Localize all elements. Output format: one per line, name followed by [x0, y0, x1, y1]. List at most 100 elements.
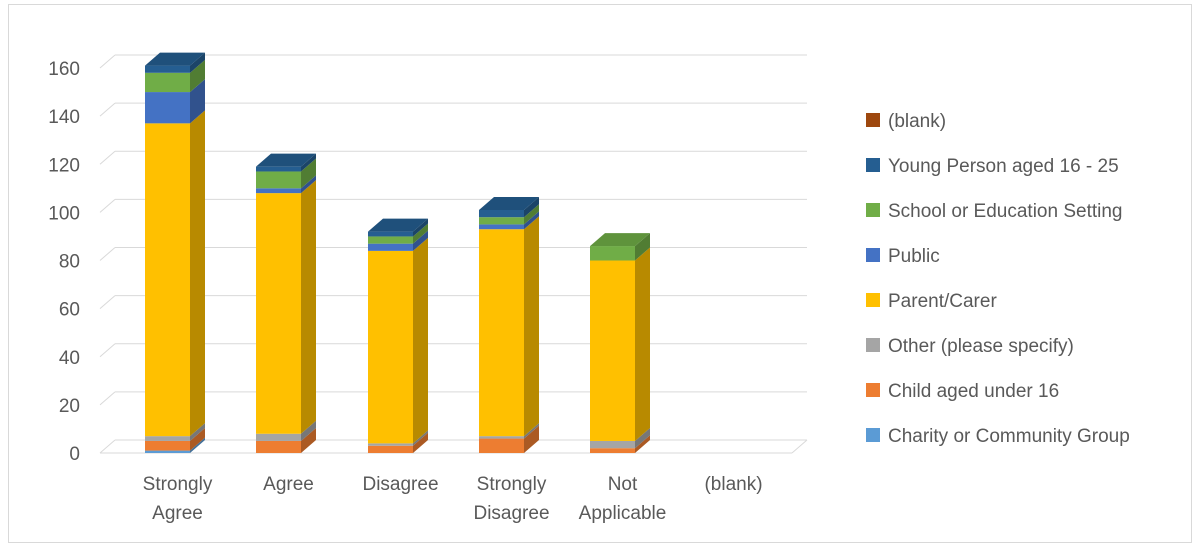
- bar-segment: [256, 193, 301, 434]
- bar-segment: [145, 72, 190, 93]
- bar-segment-side: [413, 230, 428, 251]
- x-category-label: Agree: [152, 503, 203, 524]
- bar-segment-side: [301, 427, 316, 453]
- bar-segment-side: [524, 423, 539, 439]
- bar-segment: [145, 450, 190, 453]
- bar-segment-side: [301, 420, 316, 441]
- bar-segment: [590, 440, 635, 449]
- bar-segment-side: [301, 180, 316, 434]
- bar-segment-side: [190, 52, 205, 73]
- bar-segment: [368, 250, 413, 444]
- bar-segment: [256, 440, 301, 453]
- bar-segment-side: [635, 247, 650, 441]
- bar-segment-top: [145, 52, 205, 66]
- x-category-label: Strongly: [143, 474, 213, 495]
- bar-segment-side: [190, 427, 205, 451]
- x-category-label: Strongly: [477, 474, 547, 495]
- legend-swatch: [866, 158, 880, 172]
- bar-segment: [145, 92, 190, 124]
- bar-segment: [368, 243, 413, 251]
- gridline-side: [99, 150, 116, 165]
- bar-segment: [256, 188, 301, 194]
- legend-swatch: [866, 113, 880, 127]
- gridline-side: [99, 343, 116, 358]
- bar-segment-side: [190, 79, 205, 124]
- bar-segment-side: [190, 110, 205, 437]
- bar-segment: [256, 166, 301, 172]
- bar-segment: [145, 440, 190, 451]
- bar-segment: [145, 436, 190, 441]
- legend-label: Young Person aged 16 - 25: [888, 156, 1119, 177]
- gridline-side: [99, 391, 116, 406]
- bar-segment-side: [413, 237, 428, 444]
- legend-swatch: [866, 338, 880, 352]
- bar-segment: [479, 436, 524, 439]
- bar-segment: [479, 217, 524, 225]
- y-tick-label: 40: [59, 348, 80, 369]
- x-category-label: Agree: [263, 474, 314, 495]
- bar-segment-side: [635, 233, 650, 261]
- legend-label: Child aged under 16: [888, 381, 1059, 402]
- x-category-label: Not: [608, 474, 638, 495]
- bar-segment: [479, 209, 524, 218]
- legend-label: School or Education Setting: [888, 201, 1123, 222]
- bar-segment-side: [524, 196, 539, 218]
- bar-segment: [368, 236, 413, 244]
- legend-swatch: [866, 248, 880, 262]
- bar-segment-side: [190, 437, 205, 453]
- bar-segment-side: [524, 204, 539, 225]
- legend-label: Charity or Community Group: [888, 426, 1130, 447]
- x-category-label: (blank): [704, 474, 762, 495]
- y-tick-label: 160: [48, 59, 80, 80]
- legend-label: Other (please specify): [888, 336, 1074, 357]
- bar-segment-top: [368, 218, 428, 232]
- bar-segment: [590, 448, 635, 453]
- y-tick-label: 100: [48, 203, 80, 224]
- bar-segment-side: [301, 158, 316, 189]
- bar-segment-side: [190, 59, 205, 93]
- bar-segment: [368, 231, 413, 237]
- bar-segment: [145, 65, 190, 73]
- bar-segment: [479, 438, 524, 453]
- gridline-side: [99, 295, 116, 310]
- gridline-side: [99, 102, 116, 117]
- bar-segment: [256, 171, 301, 189]
- bar-segment-side: [413, 218, 428, 237]
- bar-segment-top: [479, 196, 539, 210]
- gridline-side: [99, 198, 116, 213]
- bar-segment-side: [524, 216, 539, 437]
- y-tick-label: 140: [48, 107, 80, 128]
- y-tick-label: 60: [59, 300, 80, 321]
- bar-segment-side: [301, 175, 316, 194]
- floor-edge-side: [791, 439, 808, 454]
- legend-swatch: [866, 293, 880, 307]
- legend-swatch: [866, 383, 880, 397]
- legend-swatch: [866, 428, 880, 442]
- x-category-label: Disagree: [473, 503, 549, 524]
- bar-segment-side: [635, 435, 650, 453]
- bar-segment: [590, 246, 635, 261]
- bar-segment-side: [413, 430, 428, 446]
- bar-segment: [479, 229, 524, 437]
- bar-segment: [256, 433, 301, 441]
- x-category-label: Disagree: [362, 474, 438, 495]
- bar-segment-side: [413, 432, 428, 453]
- y-tick-label: 20: [59, 396, 80, 417]
- bar-segment-top: [256, 153, 316, 167]
- bar-segment: [590, 260, 635, 441]
- gridline-side: [99, 247, 116, 261]
- y-tick-label: 0: [69, 444, 80, 465]
- bar-segment-side: [524, 425, 539, 453]
- bar-segment-side: [413, 223, 428, 244]
- bar-segment: [368, 445, 413, 453]
- gridline-side: [99, 439, 116, 454]
- bar-segment: [145, 123, 190, 437]
- gridline-side: [99, 54, 116, 69]
- bar-segment-side: [635, 427, 650, 449]
- bar-segment-side: [301, 153, 316, 172]
- y-tick-label: 80: [59, 252, 80, 273]
- bar-segment-side: [190, 423, 205, 441]
- legend-label: Public: [888, 246, 940, 267]
- bar-segment-side: [524, 211, 539, 230]
